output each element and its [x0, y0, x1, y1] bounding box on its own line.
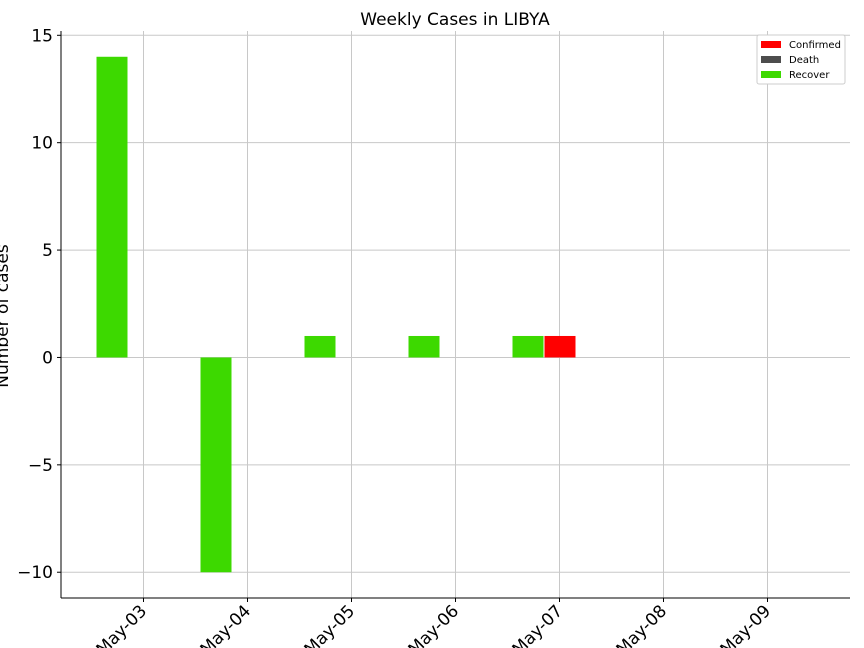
- y-tick-label: 15: [31, 26, 53, 46]
- bar-confirmed: [544, 335, 576, 358]
- y-ticks: −10 −5 0 5 10 15: [17, 26, 61, 583]
- legend: Confirmed Death Recover: [756, 34, 846, 85]
- legend-swatch: [761, 41, 781, 48]
- y-tick-label: −5: [28, 456, 53, 476]
- grid-lines: [61, 31, 850, 598]
- legend-swatch: [761, 56, 781, 63]
- x-tick-label: May-07: [509, 601, 567, 648]
- bar-recover: [512, 335, 544, 358]
- bar-recover: [96, 56, 128, 358]
- x-ticks: May-03 May-04 May-05 May-06 May-07 May-08 May-…: [93, 598, 775, 648]
- legend-swatch: [761, 71, 781, 78]
- y-axis-label: Number of cases: [0, 244, 13, 388]
- bars: [96, 56, 576, 573]
- bar-recover: [200, 357, 232, 573]
- chart-title: Weekly Cases in LIBYA: [360, 10, 550, 30]
- y-tick-label: −10: [17, 563, 53, 583]
- x-tick-label: May-06: [405, 601, 463, 648]
- y-tick-label: 5: [42, 241, 53, 261]
- x-tick-label: May-04: [197, 601, 255, 648]
- x-tick-label: May-08: [613, 601, 671, 648]
- bar-recover: [304, 335, 336, 358]
- x-tick-label: May-09: [717, 601, 775, 648]
- x-tick-label: May-03: [93, 601, 151, 648]
- legend-label: Confirmed: [789, 40, 841, 51]
- bar-recover: [408, 335, 440, 358]
- legend-label: Death: [789, 55, 819, 66]
- y-tick-label: 0: [42, 348, 53, 368]
- legend-label: Recover: [789, 70, 830, 81]
- y-tick-label: 10: [31, 134, 53, 154]
- x-tick-label: May-05: [301, 601, 359, 648]
